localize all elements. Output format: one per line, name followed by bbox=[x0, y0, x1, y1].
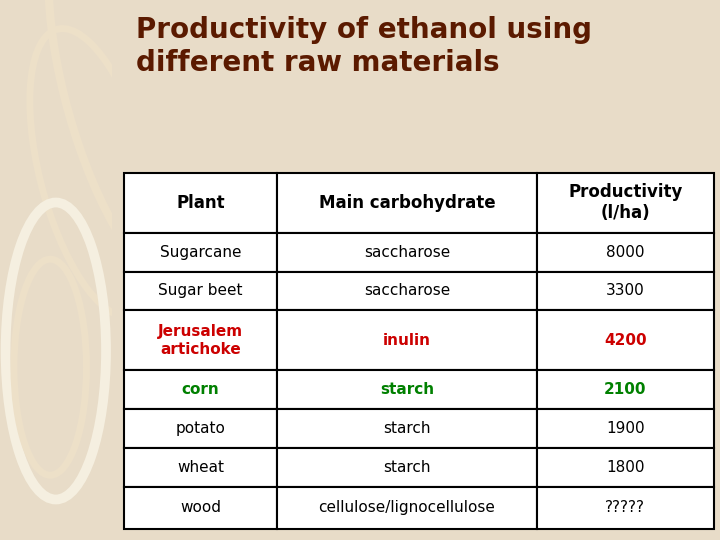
Text: 4200: 4200 bbox=[604, 333, 647, 348]
Bar bbox=[537, 370, 714, 409]
Text: wood: wood bbox=[180, 501, 221, 515]
Text: Sugarcane: Sugarcane bbox=[160, 245, 241, 260]
Text: saccharose: saccharose bbox=[364, 245, 450, 260]
Text: 1800: 1800 bbox=[606, 460, 644, 475]
Bar bbox=[537, 310, 714, 370]
Bar bbox=[277, 448, 537, 487]
Text: saccharose: saccharose bbox=[364, 284, 450, 299]
Text: starch: starch bbox=[380, 382, 434, 397]
Text: cellulose/lignocellulose: cellulose/lignocellulose bbox=[319, 501, 495, 515]
Bar bbox=[124, 272, 277, 310]
Bar bbox=[277, 233, 537, 272]
Text: starch: starch bbox=[383, 421, 431, 436]
Text: 1900: 1900 bbox=[606, 421, 644, 436]
Text: 2100: 2100 bbox=[604, 382, 647, 397]
Text: potato: potato bbox=[176, 421, 225, 436]
Bar bbox=[537, 448, 714, 487]
Text: Main carbohydrate: Main carbohydrate bbox=[319, 194, 495, 212]
Text: Sugar beet: Sugar beet bbox=[158, 284, 243, 299]
Bar bbox=[537, 409, 714, 448]
Text: ?????: ????? bbox=[606, 501, 645, 515]
Bar bbox=[124, 448, 277, 487]
Bar bbox=[124, 487, 277, 529]
Bar bbox=[124, 409, 277, 448]
Text: wheat: wheat bbox=[177, 460, 224, 475]
Text: Jerusalem
artichoke: Jerusalem artichoke bbox=[158, 324, 243, 356]
Bar bbox=[277, 487, 537, 529]
Bar bbox=[537, 173, 714, 233]
Bar bbox=[537, 272, 714, 310]
Bar bbox=[277, 310, 537, 370]
Text: Plant: Plant bbox=[176, 194, 225, 212]
Text: Productivity of ethanol using
different raw materials: Productivity of ethanol using different … bbox=[136, 16, 592, 77]
Text: Productivity
(l/ha): Productivity (l/ha) bbox=[568, 184, 683, 222]
Text: inulin: inulin bbox=[383, 333, 431, 348]
Bar bbox=[124, 310, 277, 370]
Bar bbox=[124, 173, 277, 233]
Bar bbox=[277, 173, 537, 233]
Text: 3300: 3300 bbox=[606, 284, 645, 299]
Bar bbox=[277, 370, 537, 409]
Text: corn: corn bbox=[181, 382, 220, 397]
Bar bbox=[277, 409, 537, 448]
Text: 8000: 8000 bbox=[606, 245, 644, 260]
Bar bbox=[124, 233, 277, 272]
Text: starch: starch bbox=[383, 460, 431, 475]
Bar bbox=[277, 272, 537, 310]
Bar bbox=[124, 370, 277, 409]
Bar bbox=[537, 487, 714, 529]
Bar bbox=[537, 233, 714, 272]
